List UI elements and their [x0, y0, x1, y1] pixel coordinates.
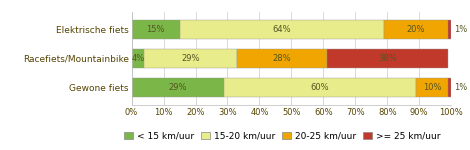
Text: 1%: 1% — [454, 25, 468, 34]
Text: 64%: 64% — [273, 25, 291, 34]
Bar — [416, 78, 448, 97]
Bar — [144, 49, 237, 68]
Bar — [132, 49, 144, 68]
Text: 28%: 28% — [273, 54, 291, 63]
Text: 38%: 38% — [378, 54, 397, 63]
Bar — [224, 78, 416, 97]
Text: 29%: 29% — [181, 54, 200, 63]
Text: 4%: 4% — [132, 54, 145, 63]
Bar — [132, 20, 180, 39]
Bar — [448, 78, 451, 97]
Text: 29%: 29% — [169, 83, 187, 92]
Text: 20%: 20% — [407, 25, 425, 34]
Bar — [180, 20, 384, 39]
Text: 10%: 10% — [423, 83, 441, 92]
Bar — [132, 78, 224, 97]
Bar — [448, 20, 451, 39]
Text: 60%: 60% — [311, 83, 329, 92]
Text: 15%: 15% — [146, 25, 165, 34]
Bar — [384, 20, 448, 39]
Legend: < 15 km/uur, 15-20 km/uur, 20-25 km/uur, >= 25 km/uur: < 15 km/uur, 15-20 km/uur, 20-25 km/uur,… — [120, 128, 444, 144]
Bar — [237, 49, 327, 68]
Bar — [327, 49, 448, 68]
Text: 1%: 1% — [454, 83, 468, 92]
